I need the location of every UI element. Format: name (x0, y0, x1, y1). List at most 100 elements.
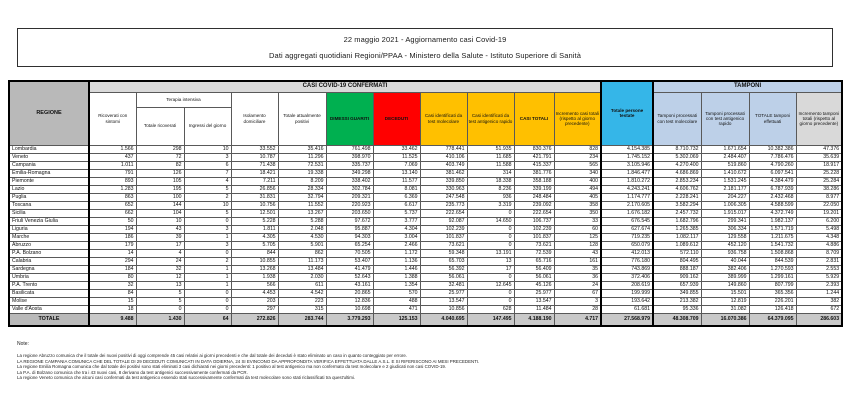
value-cell: 65.254 (325, 240, 374, 250)
value-cell: 17 (466, 264, 515, 274)
value-cell: 862 (277, 248, 327, 258)
value-cell: 24 (135, 256, 185, 266)
value-cell: 888.187 (652, 264, 702, 274)
value-cell: 100 (135, 192, 185, 202)
value-cell: 572.110 (652, 248, 702, 258)
value-cell: 73.621 (513, 240, 555, 250)
value-cell: 4.154.385 (600, 144, 655, 154)
value-cell: 3.105.946 (600, 160, 655, 170)
totale-value-cell: 4.040.695 (419, 312, 468, 327)
value-cell: 0 (183, 304, 232, 314)
value-cell: 53.407 (325, 256, 374, 266)
notes: Note: La regione Abruzzo comunica che il… (17, 341, 837, 381)
value-cell: 415.337 (513, 160, 555, 170)
value-cell: 4.542 (277, 288, 327, 298)
note-line-veneto: La regione Veneto comunica che alcuni ca… (17, 375, 356, 380)
region-name-cell: Emilia-Romagna (8, 168, 90, 178)
value-cell: 71.438 (230, 160, 279, 170)
value-cell: 11.525 (372, 152, 421, 162)
header-tamponi-band: TAMPONI (652, 80, 843, 93)
value-cell: 628 (466, 304, 515, 314)
value-cell: 3.777 (372, 216, 421, 226)
value-cell: 220.923 (325, 200, 374, 210)
value-cell: 1.006.305 (700, 200, 750, 210)
value-cell: 339.199 (513, 184, 555, 194)
totale-value-cell: 125.153 (372, 312, 421, 327)
page-subtitle: Dati aggregati quotidiani Regioni/PPAA -… (269, 50, 581, 60)
value-cell: 72.531 (277, 160, 327, 170)
header-row-bands: REGIONE CASI COVID-19 CONFERMATI Totale … (8, 80, 843, 146)
value-cell: 234 (553, 152, 602, 162)
value-cell: 235.773 (419, 200, 468, 210)
header-regione: REGIONE (8, 80, 90, 146)
value-cell: 0 (466, 232, 515, 242)
header-casi-test-molecolare: Casi identificati da test molecolare (419, 91, 468, 146)
value-cell: 43 (135, 224, 185, 234)
region-row: Abruzzo 179 17 3 5.705 5.901 65.254 2.466 73.621… (8, 240, 843, 250)
value-cell: 11.484 (513, 304, 555, 314)
value-cell: 1.676.182 (600, 208, 655, 218)
value-cell: 4.686.869 (652, 168, 702, 178)
value-cell: 179 (88, 240, 137, 250)
value-cell: 12 (135, 272, 185, 282)
value-cell: 70.505 (325, 248, 374, 258)
value-cell: 209.321 (325, 192, 374, 202)
region-name-cell: Campania (8, 160, 90, 170)
value-cell: 5.929 (795, 272, 843, 282)
value-cell: 5.705 (230, 240, 279, 250)
value-cell: 12.501 (230, 208, 279, 218)
region-row: Liguria 194 43 3 1.811 2.048 95.887 4.304 102.23… (8, 224, 843, 234)
value-cell: 13.191 (466, 248, 515, 258)
value-cell: 6 (183, 160, 232, 170)
value-cell: 657.939 (652, 280, 702, 290)
header-totale-ricoverati: Totale ricoverati (135, 106, 185, 146)
header-ricoverati-con-sintomi: Ricoverati con sintomi (88, 91, 137, 146)
value-cell: 3.004 (372, 232, 421, 242)
value-cell: 126.418 (748, 304, 797, 314)
totale-value-cell: 286.603 (795, 312, 843, 327)
value-cell: 128 (553, 240, 602, 250)
totale-value-cell: 64.379.095 (748, 312, 797, 327)
totale-value-cell: 16.070.386 (700, 312, 750, 327)
value-cell: 2.432.468 (748, 192, 797, 202)
region-row: Marche 186 39 1 4.305 4.530 94.303 3.004 101.837… (8, 232, 843, 242)
value-cell: 2.030 (277, 272, 327, 282)
value-cell: 4.606.762 (652, 184, 702, 194)
value-cell: 1.136 (372, 256, 421, 266)
value-cell: 2.181.177 (700, 184, 750, 194)
value-cell: 1.811 (230, 224, 279, 234)
value-cell: 203.650 (325, 208, 374, 218)
value-cell: 95.336 (652, 304, 702, 314)
value-cell: 7.069 (372, 160, 421, 170)
value-cell: 10.382.386 (748, 144, 797, 154)
value-cell: 1 (183, 280, 232, 290)
region-name-cell: Piemonte (8, 176, 90, 186)
value-cell: 1.283 (88, 184, 137, 194)
value-cell: 299.341 (700, 216, 750, 226)
value-cell: 893 (88, 176, 137, 186)
value-cell: 0 (466, 240, 515, 250)
value-cell: 488 (372, 296, 421, 306)
value-cell: 672 (795, 304, 843, 314)
value-cell: 65.716 (513, 256, 555, 266)
value-cell: 65.703 (419, 256, 468, 266)
region-name-cell: Marche (8, 232, 90, 242)
value-cell: 125 (553, 232, 602, 242)
value-cell: 2.831 (795, 256, 843, 266)
value-cell: 10 (183, 144, 232, 154)
value-cell: 0 (183, 288, 232, 298)
value-cell: 195 (135, 184, 185, 194)
value-cell: 13.547 (419, 296, 468, 306)
value-cell: 193.642 (600, 296, 655, 306)
value-cell: 650.079 (600, 240, 655, 250)
value-cell: 372.406 (600, 272, 655, 282)
value-cell: 33.462 (372, 144, 421, 154)
value-cell: 6.617 (372, 200, 421, 210)
value-cell: 56.061 (513, 272, 555, 282)
value-cell: 2.170.605 (600, 200, 655, 210)
value-cell: 297 (230, 304, 279, 314)
value-cell: 14.650 (466, 216, 515, 226)
value-cell: 56.392 (419, 264, 468, 274)
value-cell: 194 (88, 224, 137, 234)
header-ingressi-del-giorno: Ingressi del giorno (183, 106, 232, 146)
